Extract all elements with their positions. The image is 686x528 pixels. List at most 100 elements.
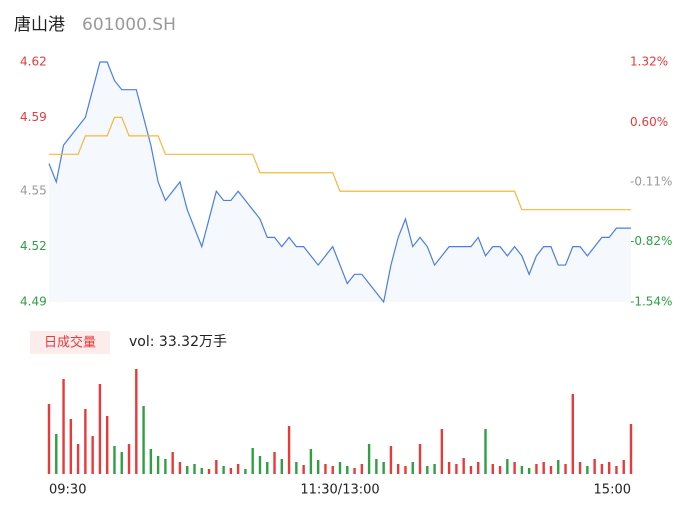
volume-bar — [106, 416, 109, 474]
volume-bar — [76, 444, 80, 474]
volume-bar — [142, 406, 145, 474]
volume-bar — [382, 462, 385, 474]
y2-tick-label: 0.60% — [630, 115, 668, 129]
volume-summary: vol: 33.32万手 — [129, 334, 227, 350]
volume-bar — [411, 462, 414, 474]
y-tick-label: 4.59 — [20, 110, 47, 124]
volume-bar — [578, 462, 582, 474]
volume-bar — [236, 464, 240, 474]
volume-bar — [520, 466, 524, 474]
y2-tick-label: -1.54% — [630, 295, 672, 309]
volume-bar — [527, 468, 531, 474]
volume-bar — [331, 466, 334, 474]
volume-bar — [397, 464, 400, 474]
y2-tick-label: -0.11% — [630, 175, 672, 189]
volume-bar — [469, 466, 473, 474]
y-tick-label: 4.49 — [20, 295, 47, 309]
volume-bar — [295, 462, 298, 474]
y2-tick-label: 1.32% — [630, 55, 668, 69]
y-tick-label: 4.52 — [20, 239, 47, 253]
volume-bar — [120, 452, 123, 474]
volume-bar — [353, 468, 356, 474]
legend-label: 日成交量 — [44, 335, 96, 351]
volume-bar — [549, 466, 553, 474]
volume-bar — [280, 459, 283, 474]
volume-bar — [498, 466, 502, 474]
volume-bar — [404, 466, 407, 474]
volume-bar — [287, 426, 291, 474]
volume-bar — [207, 469, 211, 474]
volume-bar — [346, 466, 349, 474]
volume-bar — [47, 404, 51, 474]
volume-bar — [309, 449, 313, 474]
volume-bar — [484, 429, 487, 474]
volume-bar — [127, 444, 131, 474]
volume-bar — [200, 468, 203, 474]
volume-bar — [535, 464, 538, 474]
volume-bar — [338, 462, 342, 474]
volume-bar — [171, 452, 174, 474]
volume-bar — [316, 460, 320, 474]
volume-bar — [433, 464, 436, 474]
volume-bar — [193, 464, 196, 474]
volume-bar — [84, 409, 87, 474]
volume-bar — [156, 456, 160, 474]
legend-box — [30, 331, 110, 354]
volume-bar — [389, 446, 393, 474]
volume-bar — [513, 462, 516, 474]
x-tick-label: 09:30 — [49, 483, 86, 498]
volume-bar — [215, 460, 218, 474]
volume-bar — [302, 465, 305, 474]
volume-bar — [593, 459, 596, 474]
y-tick-label: 4.55 — [20, 184, 47, 198]
volume-bar — [367, 444, 371, 474]
price-area — [49, 62, 631, 302]
volume-bar — [491, 464, 494, 474]
volume-bar — [440, 429, 444, 474]
volume-bar — [360, 464, 364, 474]
stock-code: 601000.SH — [82, 15, 176, 35]
volume-bar — [622, 460, 625, 474]
x-tick-label: 11:30/13:00 — [300, 483, 379, 498]
volume-bar — [447, 462, 451, 474]
volume-bar — [229, 468, 233, 474]
volume-bar — [607, 462, 611, 474]
volume-bar — [542, 462, 545, 474]
volume-bar — [113, 446, 116, 474]
volume-bar — [91, 436, 94, 474]
y2-tick-label: -0.82% — [630, 234, 672, 248]
volume-bar — [178, 462, 182, 474]
volume-bar — [273, 452, 276, 474]
price-line — [48, 61, 631, 304]
volume-bar — [135, 369, 138, 474]
volume-bar — [418, 444, 422, 474]
volume-bar — [251, 448, 254, 474]
volume-bar — [629, 424, 633, 474]
volume-bar — [375, 459, 378, 474]
volume-bar — [149, 449, 153, 474]
volume-bar — [258, 456, 262, 474]
volume-bar — [324, 464, 327, 474]
volume-bar — [615, 466, 618, 474]
volume-bar — [69, 419, 73, 474]
volume-bar — [477, 462, 480, 474]
volume-bar — [586, 466, 589, 474]
volume-bar — [222, 466, 225, 474]
volume-bar — [164, 459, 167, 474]
volume-bar — [506, 459, 509, 474]
volume-bar — [55, 434, 58, 474]
volume-bar — [571, 394, 574, 474]
volume-bar — [98, 384, 102, 474]
volume-bar — [600, 464, 604, 474]
stock-name: 唐山港 — [14, 14, 65, 35]
volume-bar — [557, 460, 560, 474]
volume-bar — [266, 462, 269, 474]
volume-bar — [455, 464, 458, 474]
volume-bar — [186, 466, 189, 474]
volume-bar — [426, 466, 429, 474]
volume-bar — [244, 469, 247, 474]
average-line — [49, 116, 631, 211]
y-tick-label: 4.62 — [20, 55, 47, 69]
x-tick-label: 15:00 — [594, 483, 631, 498]
